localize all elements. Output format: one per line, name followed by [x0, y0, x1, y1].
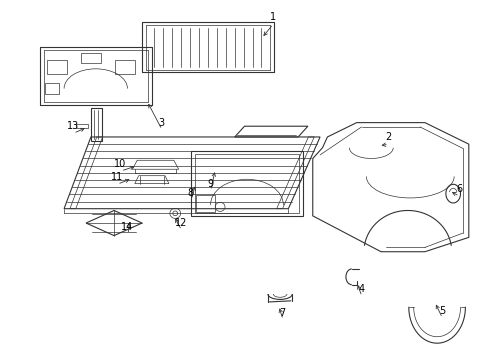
Text: 5: 5 — [438, 306, 444, 316]
Text: 7: 7 — [279, 308, 285, 318]
Text: 14: 14 — [121, 222, 133, 232]
Bar — [44, 83, 59, 94]
Bar — [91, 108, 102, 140]
Text: 6: 6 — [455, 184, 461, 194]
Bar — [81, 53, 101, 63]
Bar — [195, 195, 215, 212]
Text: 13: 13 — [66, 121, 79, 131]
Bar — [194, 154, 299, 213]
Bar — [115, 60, 135, 74]
Text: 3: 3 — [158, 118, 164, 128]
Bar — [47, 60, 66, 74]
Text: 8: 8 — [187, 188, 194, 198]
Text: 10: 10 — [114, 159, 126, 169]
Text: 9: 9 — [207, 179, 213, 189]
Text: 2: 2 — [385, 132, 391, 142]
Text: 1: 1 — [269, 12, 275, 22]
Bar — [76, 124, 88, 128]
Text: 4: 4 — [358, 284, 364, 294]
Text: 11: 11 — [110, 172, 122, 182]
Text: 12: 12 — [175, 218, 187, 228]
Bar — [190, 151, 303, 216]
